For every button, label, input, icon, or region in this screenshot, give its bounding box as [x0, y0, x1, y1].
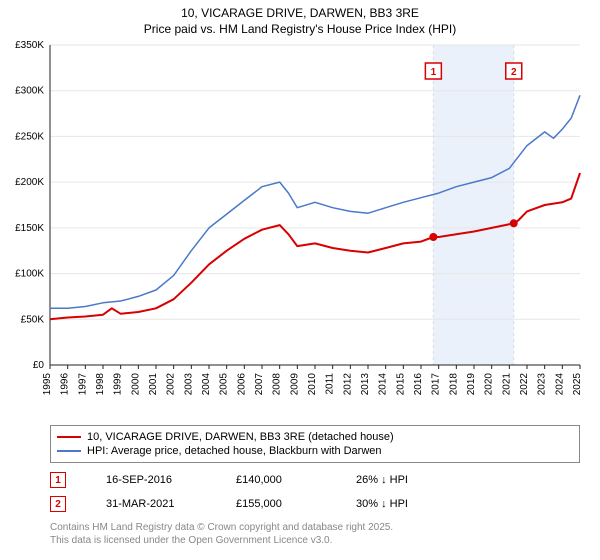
- sale-date: 16-SEP-2016: [106, 474, 196, 486]
- sale-delta: 30% ↓ HPI: [356, 498, 408, 510]
- sale-marker: 2: [50, 496, 66, 512]
- sale-delta: 26% ↓ HPI: [356, 474, 408, 486]
- svg-text:2002: 2002: [166, 373, 177, 396]
- svg-text:£100K: £100K: [15, 269, 44, 280]
- sale-marker: 1: [50, 472, 66, 488]
- svg-text:2011: 2011: [325, 373, 336, 395]
- sales-table: 1 16-SEP-2016 £140,000 26% ↓ HPI 2 31-MAR-202…: [50, 468, 580, 516]
- svg-text:2012: 2012: [342, 373, 353, 396]
- svg-text:2003: 2003: [183, 373, 194, 396]
- sale-row: 2 31-MAR-2021 £155,000 30% ↓ HPI: [50, 492, 580, 516]
- svg-text:2017: 2017: [431, 373, 442, 396]
- sale-date: 31-MAR-2021: [106, 498, 196, 510]
- svg-text:2010: 2010: [307, 373, 318, 396]
- chart-legend: 10, VICARAGE DRIVE, DARWEN, BB3 3RE (det…: [50, 425, 580, 463]
- legend-swatch: [57, 450, 81, 452]
- attribution-line1: Contains HM Land Registry data © Crown c…: [50, 522, 393, 535]
- svg-text:2004: 2004: [201, 373, 212, 396]
- svg-text:2023: 2023: [537, 373, 548, 396]
- svg-text:1995: 1995: [42, 373, 53, 396]
- svg-text:£300K: £300K: [15, 86, 44, 97]
- svg-text:2006: 2006: [236, 373, 247, 396]
- svg-text:2025: 2025: [572, 373, 583, 396]
- svg-text:1997: 1997: [77, 373, 88, 396]
- svg-text:2020: 2020: [484, 373, 495, 396]
- svg-text:2009: 2009: [289, 373, 300, 396]
- svg-text:2001: 2001: [148, 373, 159, 396]
- title-line1: 10, VICARAGE DRIVE, DARWEN, BB3 3RE: [0, 6, 600, 22]
- svg-text:2008: 2008: [272, 373, 283, 396]
- legend-item: HPI: Average price, detached house, Blac…: [57, 444, 573, 458]
- legend-item: 10, VICARAGE DRIVE, DARWEN, BB3 3RE (det…: [57, 430, 573, 444]
- svg-text:£150K: £150K: [15, 223, 44, 234]
- svg-text:2005: 2005: [219, 373, 230, 396]
- svg-text:2016: 2016: [413, 373, 424, 396]
- svg-text:2024: 2024: [554, 373, 565, 396]
- svg-text:1: 1: [431, 67, 437, 78]
- svg-text:2013: 2013: [360, 373, 371, 396]
- svg-text:£200K: £200K: [15, 177, 44, 188]
- sale-row: 1 16-SEP-2016 £140,000 26% ↓ HPI: [50, 468, 580, 492]
- svg-text:£350K: £350K: [15, 40, 44, 51]
- legend-swatch: [57, 436, 81, 438]
- attribution-line2: This data is licensed under the Open Gov…: [50, 535, 393, 548]
- svg-text:2007: 2007: [254, 373, 265, 396]
- svg-text:£250K: £250K: [15, 131, 44, 142]
- svg-text:2: 2: [511, 67, 517, 78]
- svg-text:1998: 1998: [95, 373, 106, 396]
- svg-text:2014: 2014: [378, 373, 389, 396]
- title-line2: Price paid vs. HM Land Registry's House …: [0, 22, 600, 38]
- svg-text:£0: £0: [33, 360, 45, 371]
- svg-text:2019: 2019: [466, 373, 477, 396]
- svg-text:2000: 2000: [130, 373, 141, 396]
- legend-label: HPI: Average price, detached house, Blac…: [87, 445, 382, 457]
- svg-text:2018: 2018: [448, 373, 459, 396]
- svg-text:2015: 2015: [395, 373, 406, 396]
- svg-text:1996: 1996: [60, 373, 71, 396]
- svg-text:1999: 1999: [113, 373, 124, 396]
- sale-price: £155,000: [236, 498, 316, 510]
- price-chart: £0£50K£100K£150K£200K£250K£300K£350K1995…: [50, 45, 580, 400]
- legend-label: 10, VICARAGE DRIVE, DARWEN, BB3 3RE (det…: [87, 431, 394, 443]
- attribution: Contains HM Land Registry data © Crown c…: [50, 522, 393, 547]
- sale-price: £140,000: [236, 474, 316, 486]
- svg-text:2021: 2021: [501, 373, 512, 396]
- svg-text:£50K: £50K: [21, 314, 45, 325]
- svg-text:2022: 2022: [519, 373, 530, 396]
- chart-title: 10, VICARAGE DRIVE, DARWEN, BB3 3RE Pric…: [0, 0, 600, 37]
